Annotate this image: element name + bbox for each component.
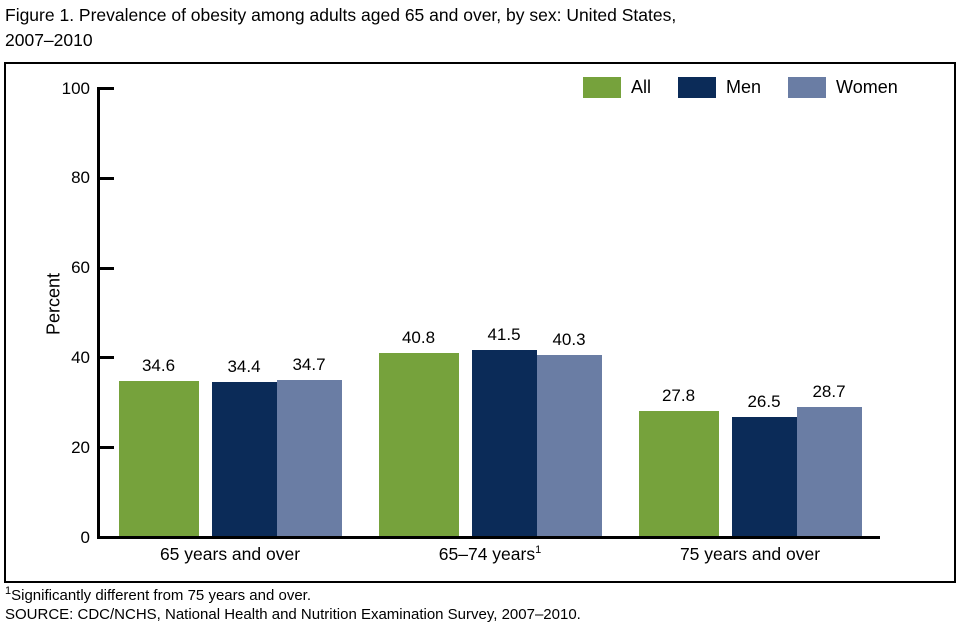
bar-group-2: 40.8 41.5 40.3 [360,64,620,536]
x-category-label-2: 65–74 years1 [360,544,620,565]
legend-swatch-women [788,77,827,98]
bar-all-group1: 34.6 [118,356,199,536]
x-category-label-text: 65–74 years [438,544,536,564]
y-tick-mark-60 [100,266,114,270]
bar-value-label: 34.4 [227,356,261,376]
bar-women-group2: 40.3 [536,330,602,536]
x-category-label-text: 65 years and over [159,544,301,564]
bar-value-label: 34.6 [141,355,176,375]
plot-area: 0 20 40 60 80 100 34.6 34.4 34.7 65 years and ove… [6,64,954,581]
source-note: SOURCE: CDC/NCHS, National Health and Nu… [5,606,581,623]
chart-frame: All Men Women Percent 0 20 40 60 80 100 34.6 34.4… [4,62,956,583]
bar-women-group3: 28.7 [796,382,862,536]
bar-women-group1: 34.7 [276,355,342,536]
figure-title: Figure 1. Prevalence of obesity among ad… [5,3,676,53]
y-tick-label-100: 100 [61,78,90,98]
bar-value-label: 41.5 [487,324,521,344]
legend-item-men: Men [678,77,761,98]
y-tick-mark-80 [100,176,114,180]
legend-item-all: All [583,77,651,98]
figure-title-line1: Figure 1. Prevalence of obesity among ad… [5,5,677,25]
legend-item-women: Women [788,77,898,98]
legend: All Men Women [583,77,898,98]
y-tick-mark-20 [100,446,114,450]
x-category-label-1: 65 years and over [100,544,360,565]
y-tick-label-40: 40 [71,347,90,367]
bar-men-group1: 34.4 [211,357,277,536]
bar-value-label: 40.3 [552,330,586,350]
bar-value-label: 27.8 [661,386,696,406]
y-tick-label-80: 80 [71,168,90,188]
legend-label-all: All [631,77,652,97]
footnote-text: Significantly different from 75 years an… [11,587,312,604]
bar-men-group3: 26.5 [731,392,797,536]
x-category-label-superscript: 1 [535,544,542,557]
legend-label-men: Men [726,77,762,97]
x-category-label-text: 75 years and over [679,544,821,564]
legend-label-women: Women [836,77,898,97]
bar-group-1: 34.6 34.4 34.7 [100,64,360,536]
x-axis-line [97,536,880,539]
bar-group-3: 27.8 26.5 28.7 [620,64,880,536]
bar-all-group2: 40.8 [378,328,459,536]
footnote-superscript: 1 [5,585,12,597]
y-tick-label-60: 60 [71,258,90,278]
y-tick-mark-40 [100,356,114,360]
figure-title-line2: 2007–2010 [5,30,93,50]
x-category-label-3: 75 years and over [620,544,880,565]
y-tick-label-0: 0 [80,527,90,547]
bar-men-group2: 41.5 [471,325,537,536]
bar-value-label: 40.8 [401,327,436,347]
y-tick-label-20: 20 [71,437,90,457]
footnote-significance: 1Significantly different from 75 years a… [5,585,312,605]
legend-swatch-men [678,77,717,98]
bar-value-label: 26.5 [747,392,781,411]
bar-all-group3: 27.8 [638,386,719,536]
y-tick-mark-100 [100,87,114,90]
y-axis-line [97,87,100,539]
bar-value-label: 34.7 [292,355,326,375]
bar-value-label: 28.7 [812,382,846,402]
legend-swatch-all [583,77,621,98]
